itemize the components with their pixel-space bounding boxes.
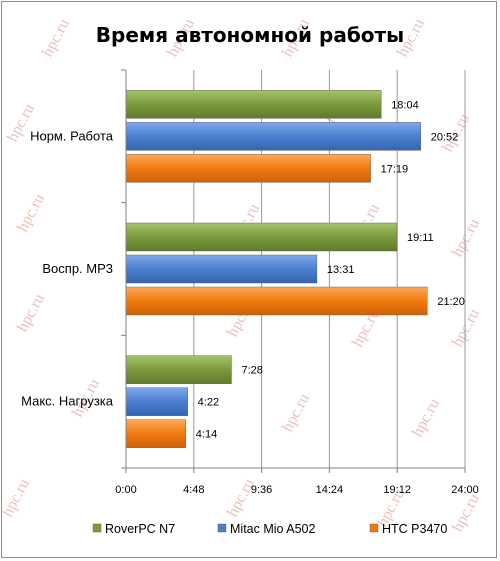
data-label: 20:52 <box>431 131 459 143</box>
watermark-text: hpc.ru <box>39 16 73 60</box>
data-label: 13:31 <box>327 264 355 276</box>
bar <box>125 355 232 384</box>
bar <box>125 222 398 252</box>
data-label: 21:20 <box>437 296 465 308</box>
x-tick-label: 0:00 <box>115 484 136 496</box>
bar <box>125 387 188 416</box>
category-label: Норм. Работа <box>30 128 114 143</box>
x-tick-label: 14:24 <box>316 484 344 496</box>
x-tick-label: 19:12 <box>383 484 411 496</box>
bar <box>125 122 421 151</box>
bar <box>125 90 382 119</box>
bar <box>125 286 428 316</box>
bar <box>125 154 371 183</box>
legend-swatch <box>92 523 102 533</box>
watermark-text: hpc.ru <box>0 476 33 520</box>
data-label: 18:04 <box>391 99 419 111</box>
legend-label: RoverPC N7 <box>105 522 175 536</box>
data-label: 17:19 <box>381 163 409 175</box>
watermark-text: hpc.ru <box>449 491 483 535</box>
watermark-text: hpc.ru <box>449 306 483 350</box>
watermark-text: hpc.ru <box>449 216 483 260</box>
category-label: Макс. Нагрузка <box>21 394 114 409</box>
data-label: 19:11 <box>407 232 434 244</box>
bar <box>125 419 186 448</box>
legend: RoverPC N7 Mitac Mio A502 HTC P3470 <box>92 522 447 536</box>
data-label: 4:14 <box>196 429 217 441</box>
watermark-text: hpc.ru <box>14 191 48 235</box>
bar <box>125 254 318 284</box>
legend-swatch <box>217 523 227 533</box>
chart-title: Время автономной работы <box>96 23 404 47</box>
data-label: 4:22 <box>198 397 219 409</box>
watermark-text: hpc.ru <box>224 476 258 520</box>
watermark-text: hpc.ru <box>14 291 48 335</box>
x-tick-label: 4:48 <box>183 484 204 496</box>
legend-label: HTC P3470 <box>382 522 447 536</box>
watermark-text: hpc.ru <box>409 396 443 440</box>
legend-swatch <box>369 523 379 533</box>
bars: 18:04 20:52 17:19 19:11 13:31 21:20 7:28 4:22 4:… <box>125 90 465 448</box>
watermark-text: hpc.ru <box>279 391 313 435</box>
legend-label: Mitac Mio A502 <box>230 522 316 536</box>
x-tick-label: 9:36 <box>251 484 272 496</box>
x-tick-label: 24:00 <box>451 484 479 496</box>
category-label: Воспр. MP3 <box>42 261 113 276</box>
axes: 0:00 4:48 9:36 14:24 19:12 24:00 Норм. Работа В… <box>21 69 479 496</box>
data-label: 7:28 <box>241 365 262 377</box>
